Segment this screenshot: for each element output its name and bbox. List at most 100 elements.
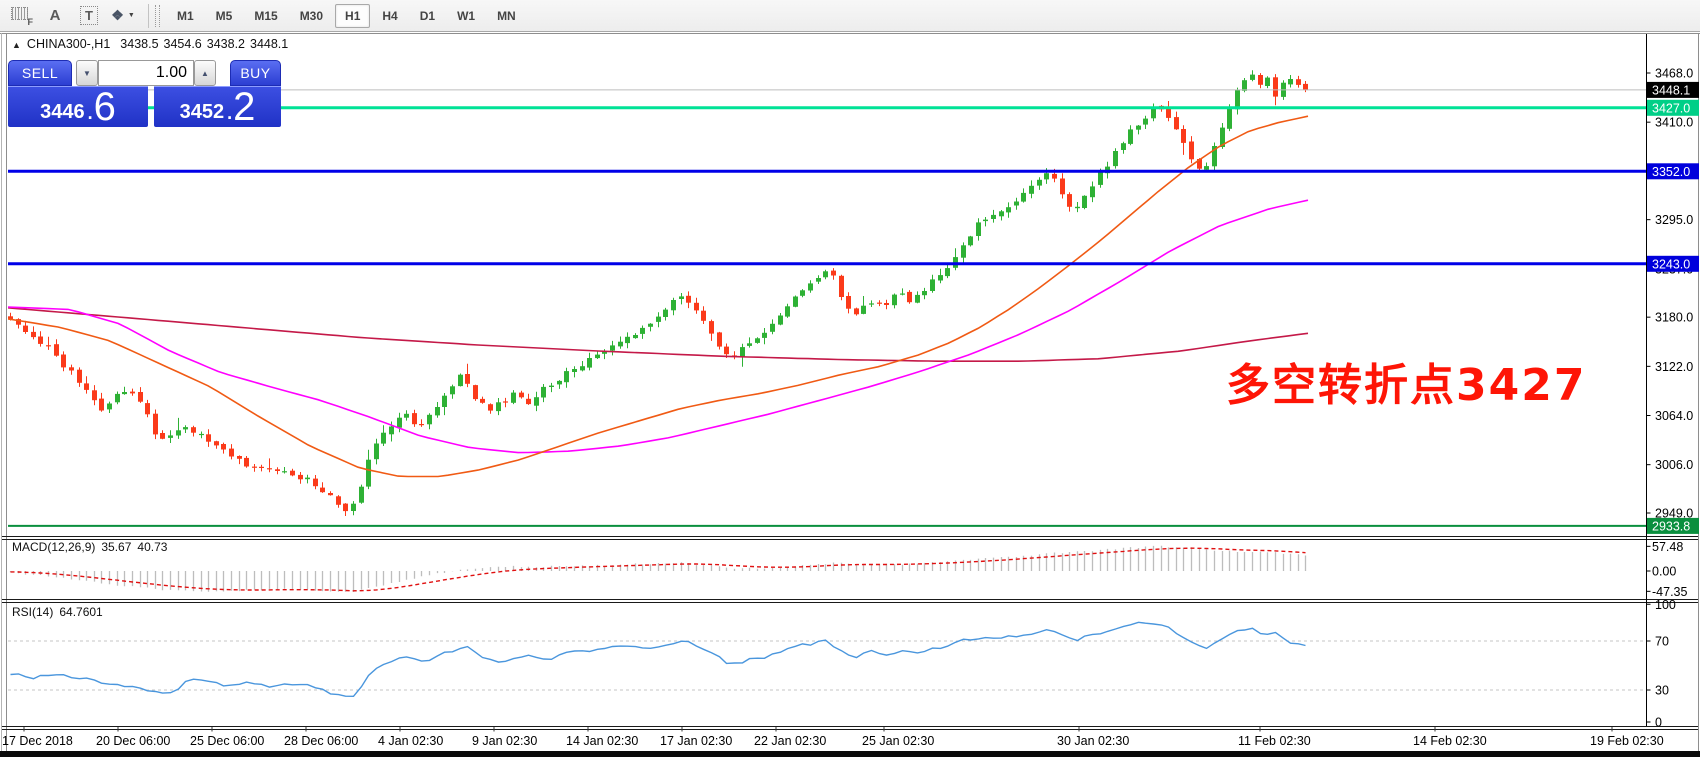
- rsi-tick-label: 100: [1655, 598, 1676, 612]
- candle-body: [1303, 83, 1308, 90]
- candle-body: [640, 327, 645, 334]
- candle-body: [23, 325, 28, 332]
- candle-body: [1052, 173, 1057, 179]
- candle-body: [389, 426, 394, 435]
- candle-body: [633, 335, 638, 339]
- ohlc-collapse-icon[interactable]: ▲: [12, 40, 21, 50]
- sell-button[interactable]: SELL: [8, 60, 72, 86]
- tf-button-h4[interactable]: H4: [382, 8, 398, 23]
- pivot-level-line-badge: [1647, 99, 1699, 116]
- candle-body: [1098, 172, 1103, 185]
- candle-body: [1235, 89, 1240, 110]
- tf-button-m1[interactable]: M1: [177, 8, 194, 23]
- chart-grid-f-icon[interactable]: F: [8, 5, 34, 27]
- text-box-icon[interactable]: T: [76, 4, 102, 28]
- price-tick-label: 3295.0: [1655, 213, 1693, 227]
- macd-name: MACD(12,26,9): [12, 540, 96, 554]
- main-pane[interactable]: [8, 70, 1309, 516]
- symbol-period-label: CHINA300-,H1: [26, 37, 111, 51]
- volume-input[interactable]: [98, 60, 194, 86]
- candle-body: [1220, 127, 1225, 147]
- candle-body: [1250, 74, 1255, 80]
- candle-body: [983, 219, 988, 222]
- tf-button-mn[interactable]: MN: [497, 8, 516, 23]
- tf-button-m30[interactable]: M30: [299, 8, 324, 23]
- timeframe-buttons: M1 M5 M15 M30 H1 H4 D1 W1 MN: [166, 3, 527, 28]
- candle-body: [1143, 118, 1148, 125]
- volume-decrease-button[interactable]: ▼: [76, 60, 98, 86]
- candle-body: [961, 245, 966, 258]
- toolbar-drag-handle[interactable]: [155, 4, 160, 27]
- candle-body: [869, 303, 874, 305]
- candle-body: [1121, 143, 1126, 150]
- time-tick-label: 20 Dec 06:00: [96, 734, 170, 748]
- text-label-icon[interactable]: A: [49, 7, 61, 24]
- sell-price-display[interactable]: 3446. 6: [8, 86, 148, 127]
- shapes-icon[interactable]: ❖ ▼: [110, 4, 136, 28]
- time-axis[interactable]: 17 Dec 2018 20 Dec 06:00 25 Dec 06:00 28 De…: [2, 727, 1664, 748]
- candle-body: [31, 331, 36, 338]
- candle-body: [1151, 107, 1156, 119]
- candle-body: [107, 403, 112, 410]
- candle-body: [991, 214, 996, 219]
- candle-body: [267, 468, 272, 470]
- tf-button-m15[interactable]: M15: [254, 8, 278, 23]
- candle-body: [534, 397, 539, 406]
- current-price-line-badge: [1647, 81, 1699, 98]
- candle-body: [366, 459, 371, 487]
- quote-high: 3454.6: [163, 37, 202, 51]
- buy-button[interactable]: BUY: [230, 60, 281, 86]
- candle-body: [976, 222, 981, 236]
- volume-increase-button[interactable]: ▲: [194, 60, 216, 86]
- candle-body: [762, 332, 767, 338]
- tf-button-m5[interactable]: M5: [215, 8, 233, 23]
- candle-body: [1067, 194, 1072, 207]
- candle-body: [999, 211, 1004, 217]
- candle-body: [465, 374, 470, 384]
- candle-body: [618, 341, 623, 347]
- candle-body: [1128, 129, 1133, 144]
- candle-body: [1060, 178, 1065, 195]
- price-axis[interactable]: 3468.03410.03295.03237.03180.03122.03064…: [1646, 67, 1700, 730]
- quote-close: 3448.1: [250, 37, 289, 51]
- candle-body: [1113, 151, 1118, 167]
- candle-body: [1006, 207, 1011, 213]
- candle-body: [404, 413, 409, 418]
- tf-button-w1[interactable]: W1: [457, 8, 476, 23]
- candle-body: [717, 332, 722, 347]
- candle-body: [1166, 108, 1171, 118]
- chart-canvas[interactable]: 3468.03410.03295.03237.03180.03122.03064…: [0, 32, 1700, 751]
- candle-body: [77, 369, 82, 383]
- ma-fast-line: [8, 115, 1309, 478]
- macd-pane[interactable]: [9, 545, 1307, 592]
- price-tick-label: 3006.0: [1655, 458, 1693, 472]
- candle-body: [930, 279, 935, 291]
- tf-button-d1[interactable]: D1: [419, 8, 436, 23]
- candle-body: [397, 417, 402, 428]
- candle-body: [115, 393, 120, 403]
- candle-body: [130, 391, 135, 394]
- time-tick-label: 4 Jan 02:30: [378, 734, 443, 748]
- rsi-pane[interactable]: [8, 621, 1645, 698]
- candle-body: [557, 380, 562, 385]
- buy-price-display[interactable]: 3452. 2: [154, 86, 281, 127]
- ma-mid-line: [8, 199, 1309, 454]
- candle-body: [1136, 125, 1141, 130]
- macd-indicator-label: MACD(12,26,9) 35.67 40.73: [12, 540, 173, 554]
- candle-body: [252, 466, 257, 468]
- candle-body: [1227, 108, 1232, 129]
- candle-body: [892, 294, 897, 306]
- candle-body: [1181, 129, 1186, 143]
- quote-low: 3438.2: [206, 37, 245, 51]
- candle-body: [412, 413, 417, 425]
- candle-body: [214, 441, 219, 446]
- macd-signal-value: 40.73: [137, 540, 168, 554]
- candle-body: [488, 404, 493, 411]
- candle-body: [831, 270, 836, 276]
- tf-button-h1[interactable]: H1: [335, 3, 371, 28]
- candle-body: [1044, 173, 1049, 180]
- candle-body: [259, 466, 264, 468]
- candle-body: [968, 236, 973, 246]
- candle-body: [709, 321, 714, 334]
- candle-body: [450, 386, 455, 395]
